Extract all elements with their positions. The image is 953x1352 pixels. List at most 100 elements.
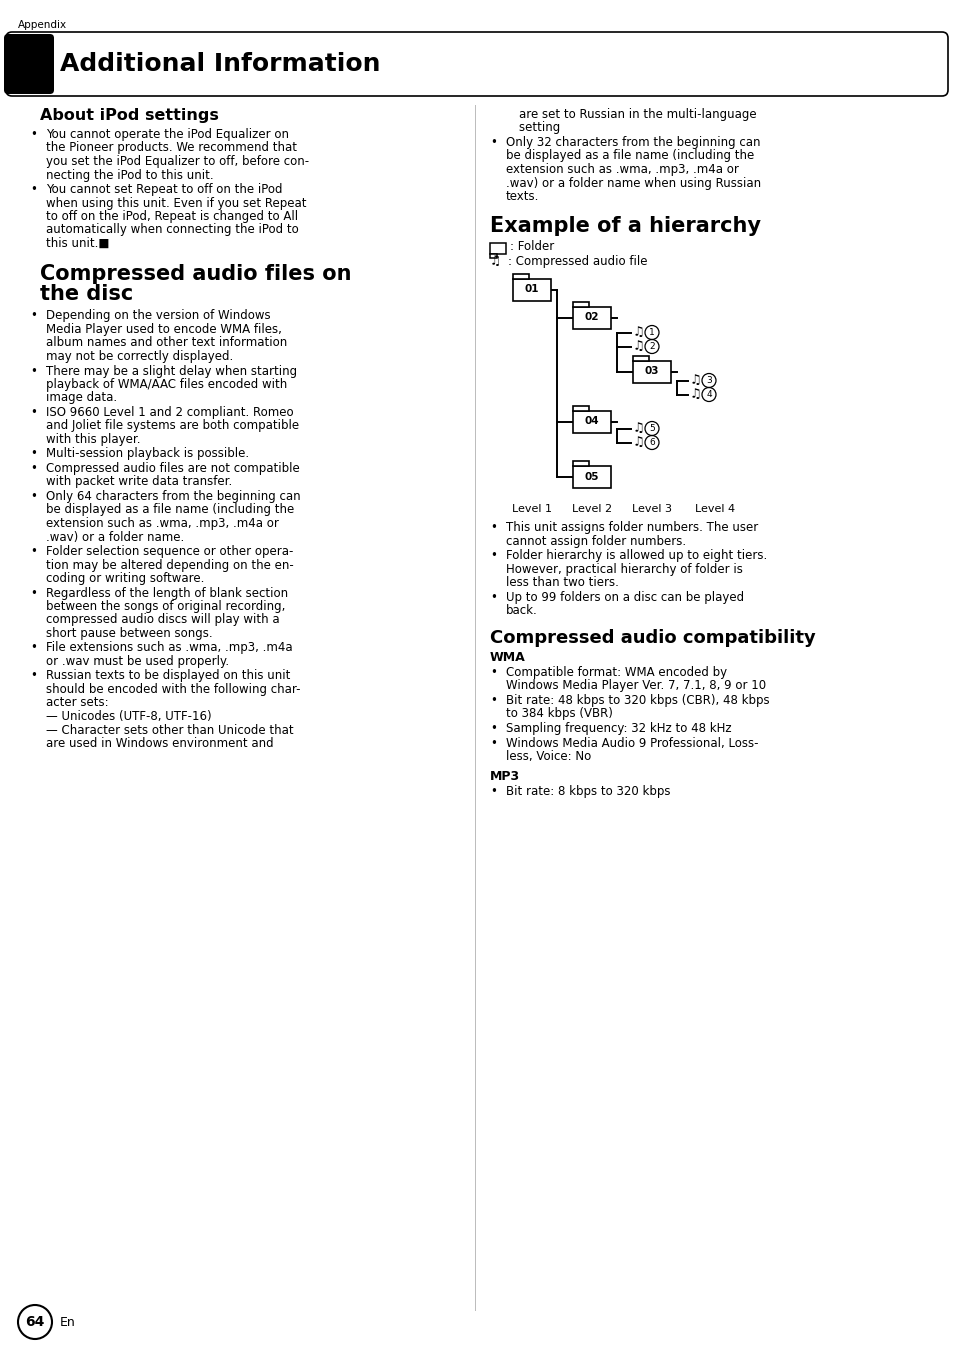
Text: Bit rate: 48 kbps to 320 kbps (CBR), 48 kbps: Bit rate: 48 kbps to 320 kbps (CBR), 48 … <box>505 694 769 707</box>
Bar <box>573 307 610 329</box>
Text: •: • <box>490 137 497 149</box>
Text: extension such as .wma, .mp3, .m4a or: extension such as .wma, .mp3, .m4a or <box>505 164 739 176</box>
Text: ♫: ♫ <box>689 375 701 387</box>
Text: Folder selection sequence or other opera-: Folder selection sequence or other opera… <box>46 545 294 558</box>
Text: •: • <box>30 462 37 475</box>
Bar <box>513 279 551 300</box>
Text: Up to 99 folders on a disc can be played: Up to 99 folders on a disc can be played <box>505 591 743 604</box>
Text: : Compressed audio file: : Compressed audio file <box>507 254 647 268</box>
Text: compressed audio discs will play with a: compressed audio discs will play with a <box>46 614 279 626</box>
Text: Only 32 characters from the beginning can: Only 32 characters from the beginning ca… <box>505 137 760 149</box>
Text: album names and other text information: album names and other text information <box>46 337 287 350</box>
Text: back.: back. <box>505 604 537 618</box>
Circle shape <box>701 373 716 388</box>
Text: are set to Russian in the multi-language: are set to Russian in the multi-language <box>503 108 756 120</box>
Text: to 384 kbps (VBR): to 384 kbps (VBR) <box>505 707 612 721</box>
Text: •: • <box>30 489 37 503</box>
Text: ♫: ♫ <box>633 326 644 339</box>
Text: automatically when connecting the iPod to: automatically when connecting the iPod t… <box>46 223 298 237</box>
Bar <box>513 273 528 279</box>
Circle shape <box>644 435 659 449</box>
Text: Level 1: Level 1 <box>512 503 552 514</box>
Text: There may be a slight delay when starting: There may be a slight delay when startin… <box>46 365 296 377</box>
Text: 2: 2 <box>648 342 654 352</box>
Text: 03: 03 <box>644 366 659 376</box>
Bar <box>573 411 610 433</box>
Bar <box>573 465 610 488</box>
Text: 3: 3 <box>705 376 711 385</box>
Bar <box>573 461 588 465</box>
Bar <box>573 406 588 411</box>
Text: •: • <box>490 737 497 749</box>
Text: Folder hierarchy is allowed up to eight tiers.: Folder hierarchy is allowed up to eight … <box>505 549 766 562</box>
Text: 02: 02 <box>584 312 598 323</box>
Text: this unit.■: this unit.■ <box>46 237 110 250</box>
Text: 04: 04 <box>584 416 598 426</box>
Text: acter sets:: acter sets: <box>46 696 109 710</box>
Text: 01: 01 <box>524 284 538 295</box>
Text: 5: 5 <box>648 425 654 433</box>
Bar <box>573 301 588 307</box>
Bar <box>30 38 52 91</box>
Text: extension such as .wma, .mp3, .m4a or: extension such as .wma, .mp3, .m4a or <box>46 516 278 530</box>
Text: Bit rate: 8 kbps to 320 kbps: Bit rate: 8 kbps to 320 kbps <box>505 786 670 799</box>
Text: Windows Media Audio 9 Professional, Loss-: Windows Media Audio 9 Professional, Loss… <box>505 737 758 749</box>
Text: •: • <box>30 406 37 419</box>
Text: 6: 6 <box>648 438 654 448</box>
Text: 4: 4 <box>705 389 711 399</box>
Text: — Character sets other than Unicode that: — Character sets other than Unicode that <box>46 723 294 737</box>
Text: with packet write data transfer.: with packet write data transfer. <box>46 476 232 488</box>
Text: WMA: WMA <box>490 652 525 664</box>
Text: — Unicodes (UTF-8, UTF-16): — Unicodes (UTF-8, UTF-16) <box>46 710 212 723</box>
Text: Compressed audio compatibility: Compressed audio compatibility <box>490 629 815 648</box>
Bar <box>633 361 670 383</box>
Text: the Pioneer products. We recommend that: the Pioneer products. We recommend that <box>46 142 296 154</box>
Text: Level 3: Level 3 <box>631 503 671 514</box>
Text: Compressed audio files on: Compressed audio files on <box>40 264 351 284</box>
Text: ♫: ♫ <box>633 339 644 353</box>
Text: ♫: ♫ <box>633 435 644 449</box>
Text: Only 64 characters from the beginning can: Only 64 characters from the beginning ca… <box>46 489 300 503</box>
Text: less than two tiers.: less than two tiers. <box>505 576 618 589</box>
Text: •: • <box>30 310 37 323</box>
Text: •: • <box>490 786 497 799</box>
Text: Level 2: Level 2 <box>572 503 612 514</box>
Text: less, Voice: No: less, Voice: No <box>505 750 591 763</box>
Text: •: • <box>30 128 37 141</box>
Text: between the songs of original recording,: between the songs of original recording, <box>46 600 285 612</box>
Text: Compatible format: WMA encoded by: Compatible format: WMA encoded by <box>505 667 726 679</box>
Text: 05: 05 <box>584 472 598 481</box>
Text: •: • <box>30 669 37 683</box>
Text: •: • <box>30 545 37 558</box>
Text: may not be correctly displayed.: may not be correctly displayed. <box>46 350 233 362</box>
Text: •: • <box>30 641 37 654</box>
Text: Depending on the version of Windows: Depending on the version of Windows <box>46 310 271 323</box>
Text: with this player.: with this player. <box>46 433 140 446</box>
Bar <box>490 254 497 257</box>
Text: Appendix: Appendix <box>18 20 67 30</box>
FancyBboxPatch shape <box>6 32 947 96</box>
Text: ♫: ♫ <box>633 422 644 435</box>
Text: should be encoded with the following char-: should be encoded with the following cha… <box>46 683 300 696</box>
Text: •: • <box>490 549 497 562</box>
Circle shape <box>644 422 659 435</box>
Circle shape <box>18 1305 52 1338</box>
Circle shape <box>701 388 716 402</box>
Text: File extensions such as .wma, .mp3, .m4a: File extensions such as .wma, .mp3, .m4a <box>46 641 293 654</box>
Text: the disc: the disc <box>40 284 133 303</box>
Text: •: • <box>490 591 497 604</box>
Text: short pause between songs.: short pause between songs. <box>46 627 213 639</box>
Text: playback of WMA/AAC files encoded with: playback of WMA/AAC files encoded with <box>46 379 287 391</box>
Text: cannot assign folder numbers.: cannot assign folder numbers. <box>505 535 685 548</box>
Text: ♫: ♫ <box>689 388 701 402</box>
Text: •: • <box>490 694 497 707</box>
Text: •: • <box>30 587 37 599</box>
Text: Additional Information: Additional Information <box>60 51 380 76</box>
Text: be displayed as a file name (including the: be displayed as a file name (including t… <box>46 503 294 516</box>
Text: coding or writing software.: coding or writing software. <box>46 572 204 585</box>
Text: .wav) or a folder name.: .wav) or a folder name. <box>46 530 184 544</box>
Text: You cannot operate the iPod Equalizer on: You cannot operate the iPod Equalizer on <box>46 128 289 141</box>
Text: •: • <box>490 522 497 534</box>
Text: •: • <box>30 183 37 196</box>
Text: be displayed as a file name (including the: be displayed as a file name (including t… <box>505 150 754 162</box>
